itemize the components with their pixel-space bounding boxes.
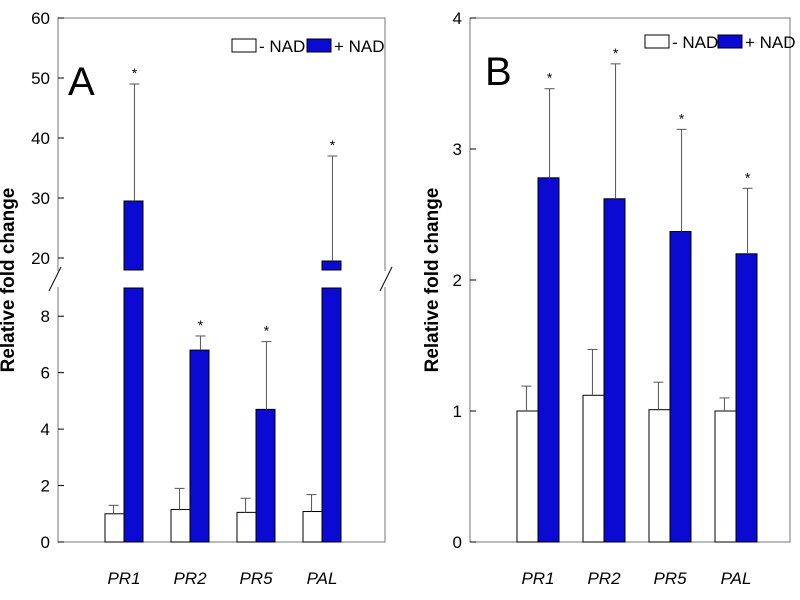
significance-marker-pr5: * xyxy=(679,110,685,126)
category-label-pr5: PR5 xyxy=(653,569,687,588)
legend-label-minus-nad: - NAD xyxy=(259,37,305,56)
y-tick-label: 4 xyxy=(41,420,50,439)
y-tick-label: 50 xyxy=(31,69,50,88)
category-label-pr1: PR1 xyxy=(521,569,554,588)
significance-marker-pr2: * xyxy=(198,317,204,333)
significance-marker-pr5: * xyxy=(264,323,270,339)
bar-minus-nad-pr2 xyxy=(170,509,191,543)
legend-label-plus-nad: + NAD xyxy=(745,33,796,52)
y-tick-label: 30 xyxy=(31,189,50,208)
y-axis-title: Relative fold change xyxy=(0,188,19,373)
y-tick-label: 4 xyxy=(453,9,462,28)
bar-minus-nad-pr5 xyxy=(648,409,671,543)
y-tick-label: 2 xyxy=(453,271,462,290)
significance-marker-pal: * xyxy=(330,137,336,153)
bar-minus-nad-pr2 xyxy=(582,394,605,543)
bar-plus-nad-pr5 xyxy=(255,408,276,543)
legend-swatch-plus-nad xyxy=(306,38,332,53)
y-tick-label: 1 xyxy=(453,402,462,421)
category-label-pr2: PR2 xyxy=(587,569,621,588)
y-tick-label: 60 xyxy=(31,9,50,28)
bar-minus-nad-pal xyxy=(714,410,737,543)
y-tick-label: 8 xyxy=(41,307,50,326)
legend-label-minus-nad: - NAD xyxy=(672,33,718,52)
y-tick-label: 0 xyxy=(453,533,462,552)
legend-label-plus-nad: + NAD xyxy=(334,37,385,56)
category-label-pr5: PR5 xyxy=(239,569,273,588)
y-tick-label: 20 xyxy=(31,249,50,268)
significance-marker-pr1: * xyxy=(132,65,138,81)
legend-swatch-plus-nad xyxy=(717,34,743,49)
bar-minus-nad-pr5 xyxy=(236,511,257,543)
significance-marker-pal: * xyxy=(745,169,751,185)
bar-plus-nad-pr1-upper xyxy=(123,200,144,271)
bar-plus-nad-pr1 xyxy=(537,177,560,543)
category-label-pr1: PR1 xyxy=(107,569,140,588)
bar-plus-nad-pr5 xyxy=(669,231,692,543)
category-label-pr2: PR2 xyxy=(173,569,207,588)
legend-swatch-minus-nad xyxy=(644,34,670,49)
legend-swatch-minus-nad xyxy=(231,38,257,53)
bar-minus-nad-pr1 xyxy=(104,513,125,543)
y-tick-label: 0 xyxy=(41,533,50,552)
bar-plus-nad-pal-lower xyxy=(321,287,342,543)
y-tick-label: 2 xyxy=(41,477,50,496)
y-tick-label: 3 xyxy=(453,140,462,159)
bar-plus-nad-pr2 xyxy=(189,349,210,543)
axis-break-mark-left xyxy=(48,266,62,292)
panel-a: * PR1 * PR2 * PR5 * PAL 0 2 4 6 8 20 30 40 50 60 Relative … xyxy=(0,9,393,588)
bar-plus-nad-pal-upper xyxy=(321,260,342,271)
significance-marker-pr1: * xyxy=(547,70,553,86)
panel-letter: B xyxy=(485,50,512,94)
bar-plus-nad-pr2 xyxy=(603,198,626,543)
significance-marker-pr2: * xyxy=(613,45,619,61)
y-tick-label: 40 xyxy=(31,129,50,148)
category-label-pal: PAL xyxy=(307,569,338,588)
bar-plus-nad-pr1-lower xyxy=(123,287,144,543)
bar-minus-nad-pal xyxy=(302,511,323,543)
y-tick-label: 6 xyxy=(41,364,50,383)
bar-plus-nad-pal xyxy=(735,253,758,543)
bar-minus-nad-pr1 xyxy=(516,410,539,543)
panel-b: * PR1 * PR2 * PR5 * PAL 0 1 2 3 4 Relative fold chang… xyxy=(422,9,796,588)
panel-letter: A xyxy=(68,60,95,104)
category-label-pal: PAL xyxy=(721,569,752,588)
y-axis-title: Relative fold change xyxy=(422,188,443,373)
axis-break-mark-right xyxy=(379,266,393,292)
